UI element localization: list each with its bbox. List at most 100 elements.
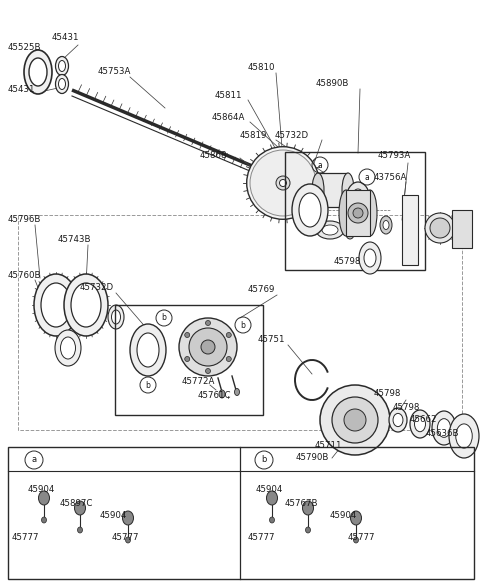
Ellipse shape [316,221,344,239]
Ellipse shape [179,318,237,376]
Ellipse shape [56,74,69,94]
Text: 45897C: 45897C [60,499,94,507]
Ellipse shape [59,79,65,90]
Bar [452,210,472,248]
Ellipse shape [108,305,124,329]
Text: 45904: 45904 [100,512,127,520]
Text: 45769: 45769 [248,285,276,295]
Text: b: b [240,321,245,329]
Text: a: a [318,161,323,169]
Ellipse shape [137,333,159,367]
Bar [285,152,425,270]
Ellipse shape [332,397,378,443]
Ellipse shape [77,527,83,533]
Text: 45753A: 45753A [98,67,132,77]
Ellipse shape [364,249,376,267]
Ellipse shape [312,173,324,207]
Ellipse shape [29,58,47,86]
Text: 45777: 45777 [112,533,140,543]
Text: 45711: 45711 [315,441,343,449]
Ellipse shape [59,60,65,71]
Text: 45777: 45777 [12,533,39,543]
Text: 45868: 45868 [200,151,228,159]
Bar [318,173,348,207]
Ellipse shape [350,511,361,525]
Text: 45796B: 45796B [8,216,41,224]
Bar [8,447,474,579]
Text: 45732D: 45732D [275,131,309,139]
Text: 45732D: 45732D [80,284,114,292]
Text: 45790B: 45790B [296,454,329,462]
Ellipse shape [219,390,225,398]
Text: 45431: 45431 [52,33,80,43]
Ellipse shape [41,517,47,523]
Ellipse shape [351,189,365,211]
Ellipse shape [380,216,392,234]
Text: 45798: 45798 [393,404,420,413]
Ellipse shape [432,411,456,445]
Text: 45777: 45777 [248,533,276,543]
Text: 45811: 45811 [215,90,242,100]
Ellipse shape [425,213,455,243]
Ellipse shape [71,283,101,327]
Ellipse shape [125,537,131,543]
Ellipse shape [201,340,215,354]
Ellipse shape [305,527,311,533]
Ellipse shape [60,337,75,359]
Ellipse shape [266,491,277,505]
Text: 45761C: 45761C [198,391,231,400]
Text: 45772A: 45772A [182,376,216,386]
Text: 43756A: 43756A [374,173,408,182]
Ellipse shape [383,220,389,230]
Ellipse shape [344,409,366,431]
Ellipse shape [34,274,78,336]
Ellipse shape [56,56,69,76]
Text: 45864A: 45864A [212,114,245,122]
Ellipse shape [299,193,321,227]
Text: 45904: 45904 [256,485,283,495]
Ellipse shape [353,208,363,218]
Ellipse shape [302,501,313,515]
Text: 45904: 45904 [330,512,358,520]
Text: 45751: 45751 [258,336,286,345]
Ellipse shape [430,218,450,238]
Ellipse shape [24,50,52,94]
Ellipse shape [185,332,190,338]
Ellipse shape [235,389,240,396]
Ellipse shape [322,225,338,235]
Ellipse shape [38,491,49,505]
Text: a: a [365,172,370,182]
Text: 45798: 45798 [374,390,401,398]
Ellipse shape [342,173,354,207]
Ellipse shape [393,413,403,427]
Text: 45760B: 45760B [8,271,41,281]
Ellipse shape [359,242,381,274]
Ellipse shape [456,424,472,448]
Ellipse shape [74,501,85,515]
Ellipse shape [111,310,120,324]
Ellipse shape [205,369,211,373]
Ellipse shape [64,274,108,336]
Ellipse shape [449,414,479,458]
Ellipse shape [346,182,370,218]
Text: b: b [145,380,150,390]
Ellipse shape [437,418,451,437]
Text: 45777: 45777 [348,533,375,543]
Ellipse shape [339,190,353,236]
Text: a: a [31,455,36,465]
Ellipse shape [276,176,290,190]
Ellipse shape [185,356,190,362]
Bar [402,195,418,265]
Ellipse shape [122,511,133,525]
Ellipse shape [130,324,166,376]
Ellipse shape [189,328,227,366]
Text: 45798: 45798 [334,257,361,267]
Ellipse shape [292,184,328,236]
Ellipse shape [320,385,390,455]
Ellipse shape [415,416,425,432]
Ellipse shape [55,330,81,366]
Bar [115,305,263,415]
Ellipse shape [41,283,71,327]
Ellipse shape [279,179,287,186]
Text: 45810: 45810 [248,63,276,73]
